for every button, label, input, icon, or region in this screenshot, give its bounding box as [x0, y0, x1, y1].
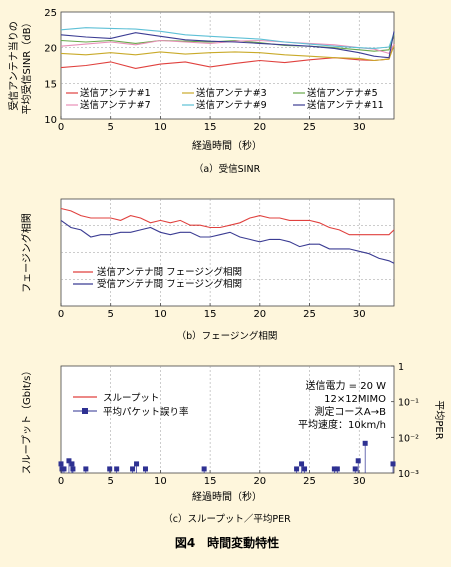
per-point	[390, 461, 396, 467]
x-axis-label-a: 経過時間（秒）	[192, 139, 262, 152]
x-tick-label: 15	[204, 122, 217, 133]
y2-tick-label: 10⁻²	[398, 433, 419, 444]
x-tick-label: 5	[108, 122, 114, 133]
y-tick-label: 10	[44, 115, 57, 126]
caption-c: （c）スループット／平均PER	[163, 513, 291, 525]
y-axis-label-b: フェージング相関	[20, 213, 33, 293]
legend-label: 平均パケット誤り率	[103, 406, 189, 418]
series-line-2	[60, 45, 395, 62]
y2-tick-label: 10⁻¹	[398, 398, 419, 409]
series-line-1	[60, 207, 395, 236]
caption-b: （b）フェージング相関	[177, 330, 278, 342]
per-point	[299, 461, 305, 467]
x-tick-label: 10	[154, 309, 167, 320]
per-point	[302, 466, 308, 472]
legend-label: 送信アンテナ#5	[307, 87, 378, 99]
x-tick-label: 0	[58, 122, 64, 133]
x-tick-label: 5	[108, 309, 114, 320]
x-tick-label: 25	[303, 309, 316, 320]
per-point	[114, 466, 120, 472]
per-point	[331, 466, 337, 472]
y2-tick-label: 1	[398, 362, 404, 373]
legend-label: 送信アンテナ#7	[80, 99, 151, 111]
x-tick-label: 25	[303, 122, 316, 133]
y-axis-label-c: スループット（Gbit/s）	[21, 366, 33, 475]
per-point	[362, 440, 368, 446]
per-point	[142, 466, 148, 472]
figure-title: 図4 時間変動特性	[175, 535, 279, 550]
annotation-line: 送信電力 = 20 W	[305, 379, 386, 392]
x-tick-label: 0	[58, 476, 64, 487]
annotation-line: 12×12MIMO	[324, 394, 386, 405]
chart-a: 0 5 10 15 20 25 30 10 15 20 25 受信アンテナ当りの 平均受信SINR（…	[7, 8, 395, 175]
x-axis-label-c: 経過時間（秒）	[192, 490, 262, 503]
legend-a: 送信アンテナ#1 送信アンテナ#3 送信アンテナ#5 送信アンテナ#7 送信アンテナ#9…	[66, 87, 384, 111]
chart-b: 0 5 10 15 20 25 30 フェージング相関 送信アンテナ間 フェージング相関受信…	[20, 198, 395, 342]
x-tick-label: 20	[253, 309, 266, 320]
x-tick-label: 20	[253, 122, 266, 133]
y-tick-label: 15	[44, 79, 57, 90]
y2-tick-label: 10⁻³	[398, 469, 419, 480]
annotation-line: 測定コースA→B	[314, 405, 386, 418]
x-tick-label: 30	[353, 476, 366, 487]
plot-area-a	[60, 11, 395, 120]
y-tick-label: 20	[44, 44, 57, 55]
x-tick-label: 30	[353, 122, 366, 133]
per-point	[58, 461, 64, 467]
annotation-line: 平均速度：10km/h	[298, 418, 386, 431]
y-axis-label-a-line1: 受信アンテナ当りの	[7, 21, 20, 111]
series-line-6	[60, 31, 395, 59]
per-point	[107, 466, 113, 472]
per-point	[134, 461, 140, 467]
series-line-2	[60, 219, 395, 264]
per-point	[69, 461, 75, 467]
per-point	[352, 466, 358, 472]
legend-label: 送信アンテナ#1	[80, 87, 151, 99]
per-point	[66, 458, 72, 464]
series-line-1	[60, 43, 395, 69]
per-point	[61, 466, 67, 472]
legend-label: スループット	[103, 393, 159, 404]
legend-marker	[82, 408, 88, 414]
y-tick-label: 25	[44, 8, 57, 19]
x-tick-label: 30	[353, 309, 366, 320]
per-point	[201, 466, 207, 472]
series-line-3	[60, 34, 395, 52]
per-point	[334, 466, 340, 472]
y2-axis-label-c: 平均PER	[433, 400, 445, 439]
y-axis-label-a-line2: 平均受信SINR（dB）	[21, 18, 33, 115]
x-tick-label: 0	[58, 309, 64, 320]
x-tick-label: 10	[154, 476, 167, 487]
per-point	[130, 466, 136, 472]
x-tick-label: 10	[154, 122, 167, 133]
per-point	[355, 458, 361, 464]
legend-label: 送信アンテナ#3	[196, 87, 267, 99]
per-point	[294, 466, 300, 472]
chart-c: 0 5 10 15 20 25 30 1 10⁻¹ 10⁻² 10⁻³ スループット（Gbit/s）…	[21, 362, 445, 525]
x-tick-label: 15	[204, 476, 217, 487]
legend-label: 受信アンテナ間 フェージング相関	[97, 278, 242, 290]
x-tick-label: 15	[204, 309, 217, 320]
per-point	[83, 466, 89, 472]
legend-label: 送信アンテナ間 フェージング相関	[97, 266, 242, 278]
series-line-5	[60, 27, 395, 49]
per-point	[70, 466, 76, 472]
x-tick-label: 25	[303, 476, 316, 487]
plot-area-c	[60, 365, 395, 474]
x-tick-label: 5	[108, 476, 114, 487]
legend-label: 送信アンテナ#11	[307, 99, 384, 111]
x-tick-label: 20	[253, 476, 266, 487]
caption-a: （a）受信SINR	[194, 163, 261, 175]
legend-label: 送信アンテナ#9	[196, 99, 267, 111]
